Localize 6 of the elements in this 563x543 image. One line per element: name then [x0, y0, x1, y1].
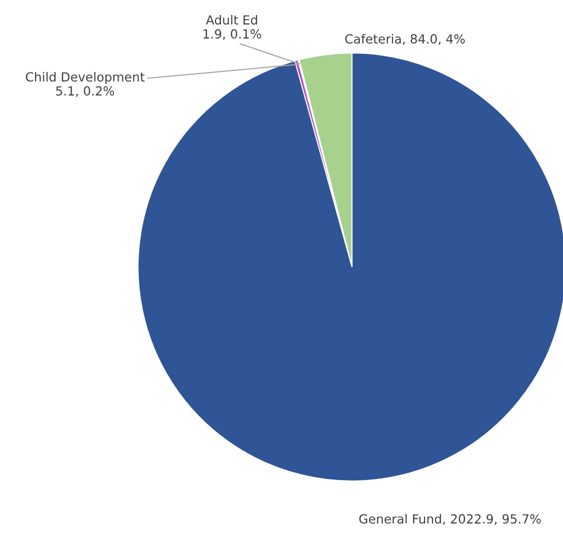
- slice-label: General Fund, 2022.9, 95.7%: [359, 514, 541, 525]
- data-label: 5.1, 0.2%: [56, 86, 114, 97]
- data-label: 1.9, 0.1%: [204, 29, 262, 40]
- slice-label: Child Development: [26, 72, 145, 84]
- slice-label: Adult Ed: [206, 14, 258, 25]
- slice-label: Cafeteria, 84.0, 4%: [345, 34, 465, 45]
